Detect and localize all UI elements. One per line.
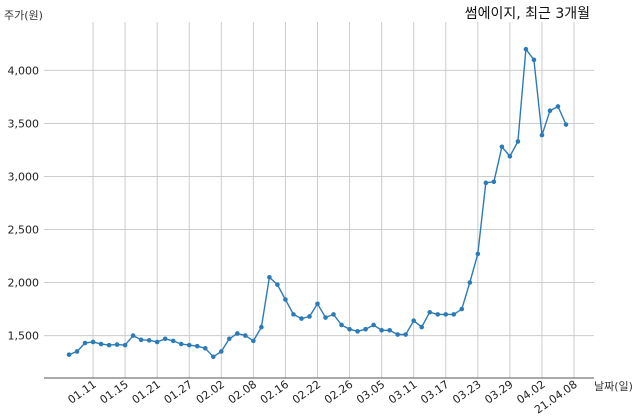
price-point [339, 322, 344, 328]
price-point [411, 318, 416, 324]
price-point [531, 57, 537, 63]
x-tick-label: 01.21 [130, 378, 163, 407]
price-point [210, 354, 216, 360]
price-point [419, 324, 425, 330]
y-tick-label: 1,500 [8, 330, 40, 343]
x-tick-label: 02.02 [194, 378, 227, 407]
price-point [202, 346, 208, 351]
price-point [130, 333, 136, 338]
price-point [483, 180, 489, 186]
price-point [122, 342, 128, 348]
x-tick-label: 03.29 [482, 378, 515, 407]
x-tick-label: 01.27 [162, 378, 195, 407]
price-point [491, 179, 497, 185]
price-point [186, 342, 192, 348]
y-tick-label: 3,500 [8, 117, 40, 130]
y-axis-title: 주가(원) [4, 9, 43, 22]
price-point [563, 122, 569, 127]
price-point [451, 312, 457, 317]
x-tick-label: 01.11 [66, 378, 99, 407]
price-point [267, 274, 272, 280]
x-tick-label: 03.11 [386, 378, 419, 407]
price-point [523, 46, 529, 52]
price-point [347, 326, 352, 332]
price-point [194, 343, 200, 349]
x-tick-label: 03.23 [450, 378, 483, 407]
chart-title: 썸에이지, 최근 3개월 [465, 6, 590, 22]
price-point [98, 341, 104, 347]
price-point [283, 297, 288, 302]
price-point [387, 327, 392, 333]
x-tick-label: 02.26 [322, 378, 355, 407]
price-point [459, 306, 465, 312]
price-point [467, 280, 473, 285]
price-point [154, 339, 160, 345]
x-tick-label: 02.08 [226, 378, 259, 407]
price-point [114, 342, 120, 347]
price-point [259, 324, 264, 330]
x-tick-label: 03.17 [418, 378, 451, 407]
y-tick-label: 2,000 [8, 277, 40, 290]
price-point [547, 108, 553, 114]
price-point [178, 341, 184, 347]
price-point [82, 340, 88, 346]
price-point [427, 309, 433, 315]
price-point [275, 282, 280, 287]
price-point [507, 154, 513, 159]
series-layer [66, 46, 569, 360]
price-point [251, 338, 256, 344]
price-point [235, 331, 240, 336]
price-point [106, 342, 112, 348]
grid [44, 22, 594, 378]
price-point [227, 336, 232, 342]
price-point [291, 312, 296, 317]
price-point [243, 333, 248, 338]
price-point [323, 315, 328, 320]
x-tick-label: 02.22 [290, 378, 323, 407]
price-point [363, 326, 368, 332]
price-point [299, 316, 304, 321]
y-tick-label: 2,500 [8, 224, 40, 237]
y-tick-label: 4,000 [8, 64, 40, 77]
price-point [355, 329, 360, 334]
price-point [475, 251, 481, 257]
price-point [555, 104, 561, 109]
y-axis-ticks: 1,500 2,000 2,500 3,000 3,500 4,000 [8, 64, 40, 342]
y-tick-label: 3,000 [8, 170, 40, 183]
price-point [66, 352, 72, 357]
price-point [371, 322, 376, 328]
price-point [315, 301, 320, 307]
price-point [403, 332, 408, 337]
price-point [307, 314, 312, 319]
x-tick-label: 01.15 [98, 378, 131, 407]
price-point [395, 332, 400, 337]
price-point [90, 339, 96, 345]
price-point [146, 338, 152, 343]
price-point [170, 338, 176, 344]
price-point [539, 132, 545, 138]
x-axis-ticks: 01.1101.1501.2101.2702.0202.0802.1602.22… [66, 378, 580, 417]
price-point [331, 312, 336, 317]
x-axis-title: 날짜(일) [594, 379, 633, 393]
x-tick-label: 03.05 [354, 378, 387, 407]
price-point [515, 139, 521, 144]
price-point [219, 349, 224, 354]
price-point [162, 336, 168, 342]
price-point [74, 349, 80, 354]
price-point [499, 144, 505, 150]
price-point [435, 312, 441, 317]
x-tick-label: 02.16 [258, 378, 291, 407]
price-point [138, 337, 144, 343]
price-point [379, 327, 384, 333]
price-point [443, 312, 449, 317]
